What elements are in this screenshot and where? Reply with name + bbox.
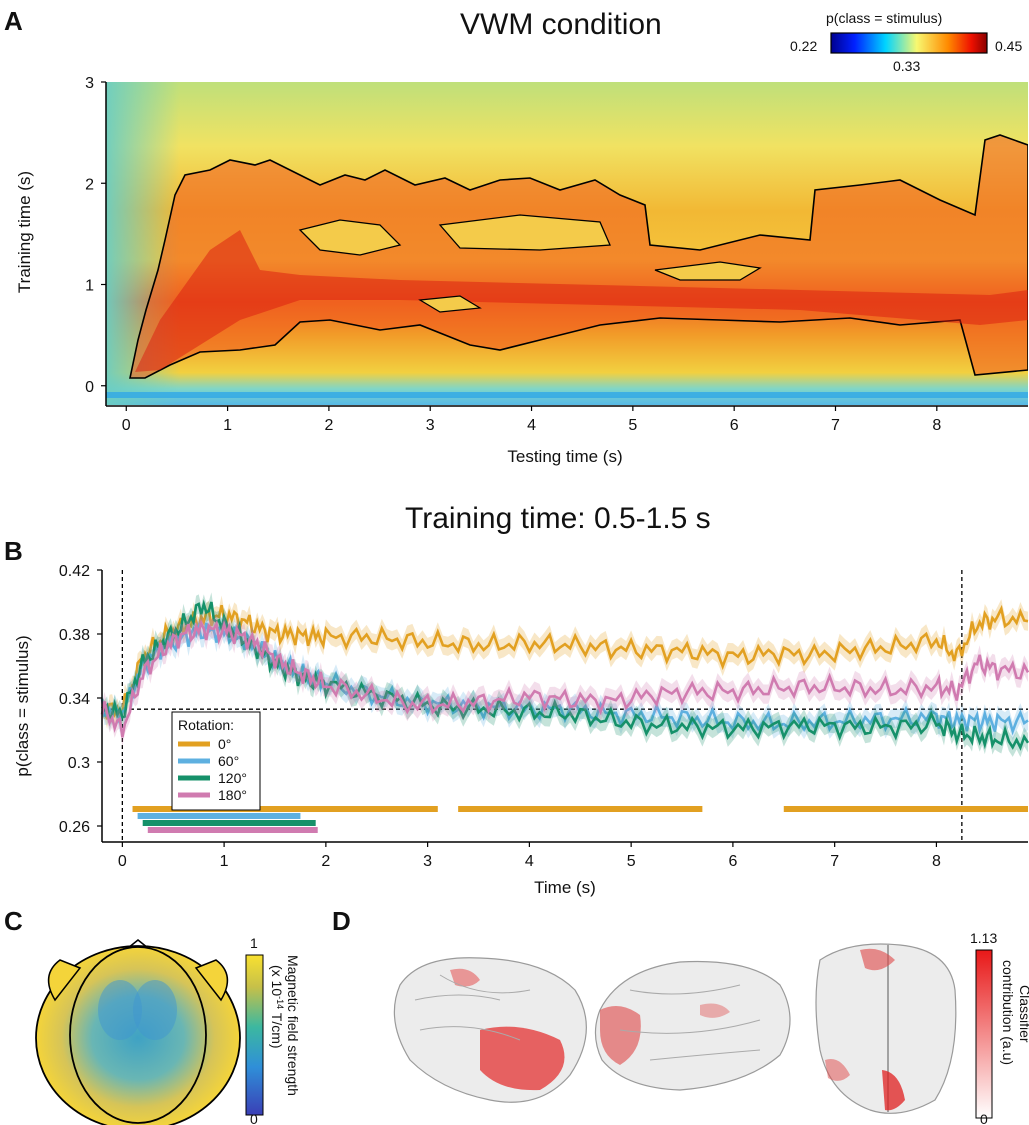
line-x-tick-label: 0 xyxy=(118,853,127,870)
heatmap-x-tick-label: 5 xyxy=(628,417,637,434)
colorbar-a xyxy=(830,32,988,54)
brain-left-lateral xyxy=(393,957,587,1103)
significance-bar xyxy=(132,806,438,812)
significance-bar xyxy=(147,827,318,833)
heatmap-x-tick-label: 1 xyxy=(223,417,232,434)
line-x-tick-label: 8 xyxy=(932,853,941,870)
heatmap-y-label: Training time (s) xyxy=(15,171,34,293)
heatmap-x-tick-label: 6 xyxy=(730,417,739,434)
heatmap-y-tick-label: 1 xyxy=(85,278,94,295)
line-x-tick-label: 6 xyxy=(728,853,737,870)
heatmap-x-tick-label: 4 xyxy=(527,417,536,434)
series-error-band xyxy=(102,613,1028,747)
colorbar-a-min: 0.22 xyxy=(790,38,818,54)
colorbar-d-max: 1.13 xyxy=(970,930,997,946)
panel-letter-d: D xyxy=(332,906,351,936)
series-line xyxy=(100,618,1029,738)
line-y-label: p(class = stimulus) xyxy=(13,635,32,776)
brain-dorsal xyxy=(815,943,957,1114)
colorbar-d-label-2: contribution (a.u) xyxy=(1000,960,1016,1065)
line-y-tick-label: 0.34 xyxy=(59,691,90,708)
heatmap-y-tick-label: 2 xyxy=(85,176,94,193)
significance-bar xyxy=(783,806,1028,812)
colorbar-a-mid: 0.33 xyxy=(893,58,921,74)
line-chart-title: Training time: 0.5-1.5 s xyxy=(405,502,711,535)
panel-letter-c: C xyxy=(4,906,23,936)
heatmap-axes xyxy=(105,82,1028,407)
heatmap-x-ticks: 0 1 2 3 4 5 6 7 8 xyxy=(122,406,941,434)
legend-label: 60° xyxy=(218,753,239,769)
heatmap-x-tick-label: 0 xyxy=(122,417,131,434)
legend-label: 120° xyxy=(218,770,247,786)
line-legend: Rotation: 0°60°120°180° xyxy=(171,711,261,811)
legend-title: Rotation: xyxy=(178,717,234,733)
colorbar-a-max: 0.45 xyxy=(995,38,1023,54)
colorbar-c-min: 0 xyxy=(250,1111,258,1125)
colorbar-c-max: 1 xyxy=(250,935,258,951)
line-x-ticks: 0 1 2 3 4 5 6 7 8 xyxy=(118,842,941,870)
significance-bar xyxy=(458,806,703,812)
series-line xyxy=(100,621,1029,736)
heatmap-x-tick-label: 2 xyxy=(324,417,333,434)
series-error-band xyxy=(102,592,1028,758)
line-y-tick-label: 0.3 xyxy=(68,755,90,772)
line-chart xyxy=(100,570,1029,842)
heatmap-y-tick-label: 0 xyxy=(85,379,94,396)
line-x-tick-label: 5 xyxy=(627,853,636,870)
heatmap-y-tick-label: 3 xyxy=(85,75,94,92)
legend-label: 0° xyxy=(218,736,231,752)
heatmap-x-label: Testing time (s) xyxy=(507,447,622,466)
line-x-tick-label: 1 xyxy=(220,853,229,870)
line-x-tick-label: 4 xyxy=(525,853,534,870)
topomap xyxy=(35,939,241,1125)
heatmap-x-tick-label: 7 xyxy=(831,417,840,434)
significance-bar xyxy=(137,813,301,819)
colorbar-c-label-1: Magnetic field strength xyxy=(285,955,301,1096)
series-error-band xyxy=(102,595,1028,729)
heatmap-x-tick-label: 8 xyxy=(932,417,941,434)
line-y-tick-label: 0.42 xyxy=(59,563,90,580)
colorbar-d xyxy=(975,949,993,1119)
line-x-tick-label: 2 xyxy=(321,853,330,870)
heatmap-title: VWM condition xyxy=(460,8,662,41)
brain-right-lateral xyxy=(594,960,791,1091)
line-y-ticks: 0.26 0.3 0.34 0.38 0.42 xyxy=(59,563,102,836)
series-line xyxy=(101,604,1029,721)
panel-letter-b: B xyxy=(4,536,23,566)
line-axes xyxy=(101,570,1028,843)
colorbar-c-label-2: (x 10-14 T/cm) xyxy=(269,965,285,1049)
colorbar-d-label-1: Classifier xyxy=(1017,985,1029,1043)
heatmap xyxy=(106,82,1028,405)
series-error-band xyxy=(102,613,1028,742)
colorbar-d-min: 0 xyxy=(980,1111,988,1125)
heatmap-y-ticks: 0 1 2 3 xyxy=(85,75,106,396)
colorbar-c xyxy=(245,954,264,1116)
colorbar-a-label: p(class = stimulus) xyxy=(826,10,943,26)
heatmap-x-tick-label: 3 xyxy=(426,417,435,434)
line-x-tick-label: 3 xyxy=(423,853,432,870)
significance-bar xyxy=(142,820,316,826)
panel-letter-a: A xyxy=(4,6,23,36)
line-y-tick-label: 0.26 xyxy=(59,819,90,836)
legend-label: 180° xyxy=(218,787,247,803)
line-x-tick-label: 7 xyxy=(830,853,839,870)
line-y-tick-label: 0.38 xyxy=(59,627,90,644)
line-x-label: Time (s) xyxy=(534,878,596,897)
